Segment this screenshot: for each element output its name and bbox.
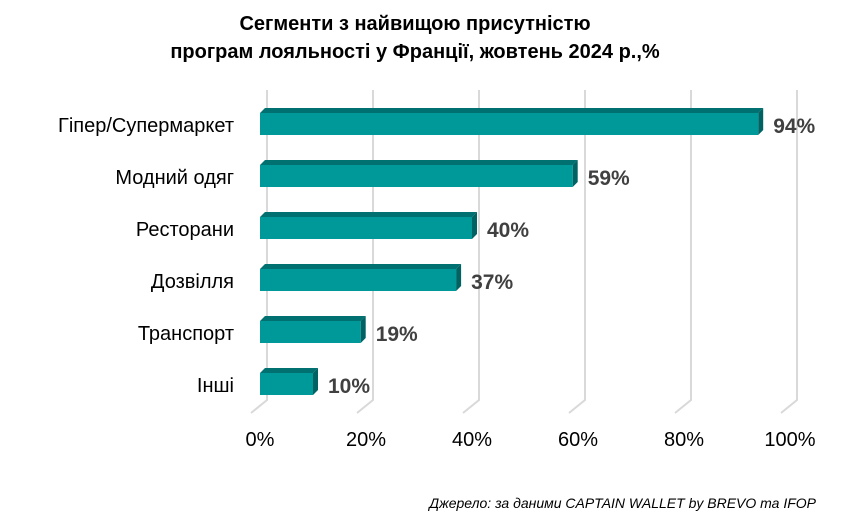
source-note: Джерело: за даними CAPTAIN WALLET by BRE…: [429, 495, 816, 511]
category-label: Ресторани: [136, 219, 234, 241]
x-tick-label: 100%: [764, 429, 815, 451]
gridline: [250, 90, 268, 414]
bar-side: [360, 316, 366, 343]
data-label: 37%: [471, 271, 513, 294]
bar-top: [260, 108, 764, 113]
bar: [260, 373, 313, 395]
gridline: [462, 90, 480, 414]
bar-side: [472, 212, 477, 239]
x-tick-label: 40%: [452, 429, 492, 451]
bar: [260, 321, 361, 343]
bar-top: [260, 212, 477, 217]
bar-side: [456, 264, 462, 291]
bar: [260, 165, 573, 187]
data-label: 94%: [773, 115, 815, 138]
bar-top: [260, 160, 578, 165]
x-tick-label: 20%: [346, 429, 386, 451]
x-tick-label: 0%: [246, 429, 275, 451]
bar-side: [572, 160, 578, 187]
data-label: 59%: [588, 167, 630, 190]
bar: [260, 217, 472, 239]
category-label: Транспорт: [138, 323, 234, 345]
gridline: [674, 90, 692, 414]
chart-title-line2: програм лояльності у Франції, жовтень 20…: [170, 41, 660, 63]
bar-top: [260, 368, 318, 373]
category-label: Гіпер/Супермаркет: [58, 115, 234, 137]
gridline: [356, 90, 374, 414]
data-label: 19%: [376, 323, 418, 346]
chart-title-line1: Сегменти з найвищою присутністю: [239, 13, 591, 35]
x-tick-label: 60%: [558, 429, 598, 451]
bar: [260, 113, 759, 135]
gridline: [568, 90, 586, 414]
category-label: Інші: [197, 375, 234, 397]
bar-side: [313, 368, 318, 395]
data-label: 40%: [487, 219, 529, 242]
data-label: 10%: [328, 375, 370, 398]
bar-top: [260, 316, 366, 321]
category-label: Дозвілля: [151, 271, 234, 293]
x-tick-label: 80%: [664, 429, 704, 451]
bar: [260, 269, 457, 291]
gridline: [780, 90, 798, 414]
bar-top: [260, 264, 462, 269]
bar-side: [758, 108, 764, 135]
chart-title: Сегменти з найвищою присутністю програм …: [0, 10, 830, 66]
category-label: Модний одяг: [115, 167, 234, 189]
